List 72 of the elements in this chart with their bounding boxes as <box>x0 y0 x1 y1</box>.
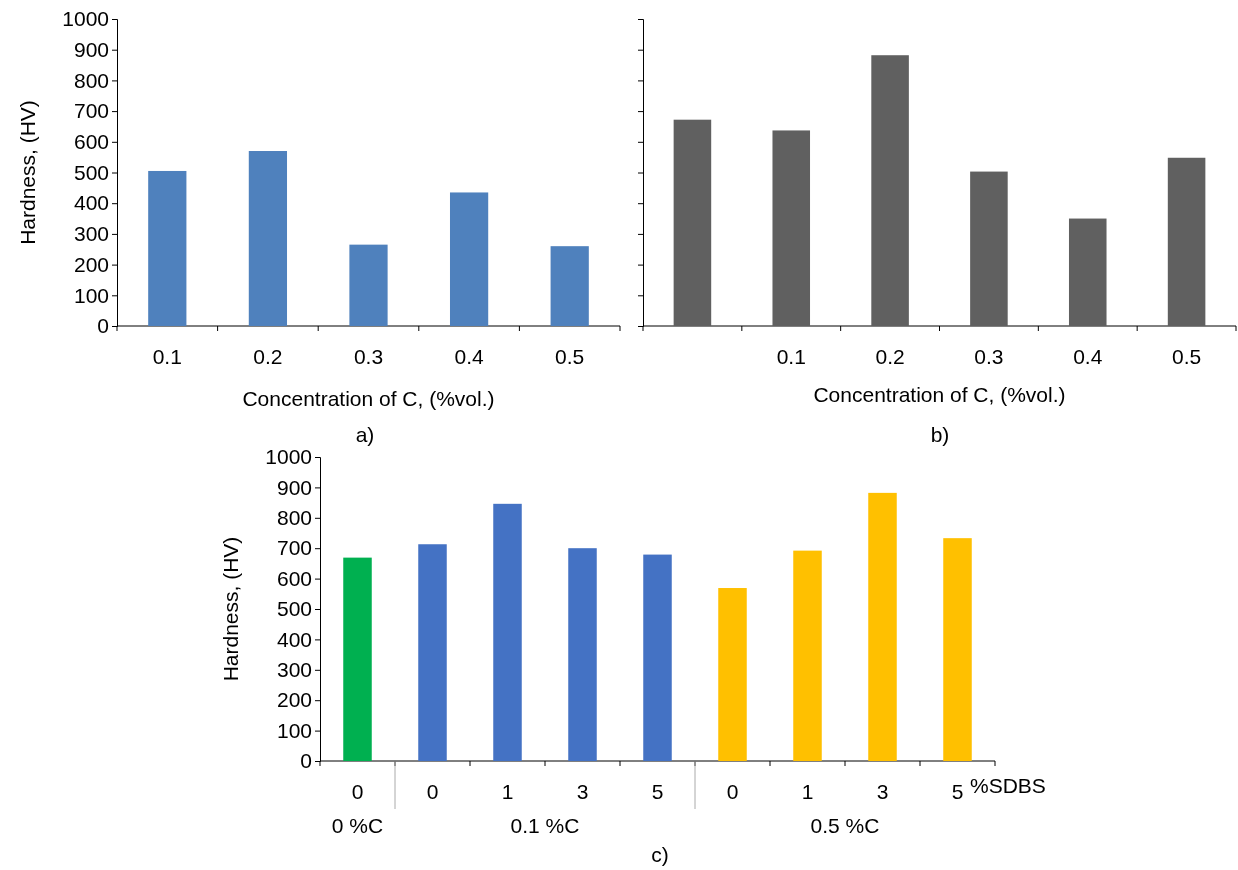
x-tick-label: 0.4 <box>1073 345 1103 368</box>
bar <box>673 119 712 326</box>
y-tick-label: 1000 <box>265 445 312 469</box>
x-tick-label: 0.3 <box>974 345 1004 368</box>
y-tick-label: 1000 <box>62 7 109 31</box>
bar <box>970 171 1008 326</box>
y-tick-label: 500 <box>73 160 109 184</box>
x-axis-title: %SDBS <box>970 774 1046 797</box>
y-axis-title: Hardness, (HV) <box>16 100 39 245</box>
y-tick-label: 600 <box>73 130 109 154</box>
bar <box>871 55 909 326</box>
y-tick-label: 300 <box>73 222 109 246</box>
y-tick-label: 0 <box>97 314 109 338</box>
y-tick-label: 0 <box>300 749 312 773</box>
x-tick-label: 0 <box>351 780 364 803</box>
y-tick-label: 600 <box>276 566 312 590</box>
bar <box>568 548 597 761</box>
y-tick-label: 900 <box>73 37 109 61</box>
x-tick-label: 0.2 <box>875 345 905 368</box>
bar <box>772 130 811 326</box>
bar <box>1068 218 1107 326</box>
y-axis-title: Hardness, (HV) <box>219 536 242 682</box>
bar <box>248 151 288 326</box>
bar <box>349 244 388 326</box>
x-tick-label: 0.2 <box>253 345 283 368</box>
y-tick-label: 400 <box>276 627 312 651</box>
bar <box>793 550 822 761</box>
x-tick-label: 0.1 <box>776 345 806 368</box>
x-tick-label: 0 <box>726 780 739 803</box>
y-tick-label: 800 <box>276 506 312 530</box>
x-axis-title: Concentration of C, (%vol.) <box>242 387 495 410</box>
x-tick-label: 0.3 <box>353 345 384 368</box>
y-tick-label: 100 <box>276 718 312 742</box>
text: 0.1 %C <box>510 814 580 837</box>
text: c) <box>651 843 669 866</box>
y-tick-label: 700 <box>276 536 312 560</box>
bar <box>943 538 972 761</box>
x-tick-label: 0.4 <box>454 345 485 368</box>
bar <box>868 492 897 761</box>
y-tick-label: 800 <box>73 68 109 92</box>
x-tick-label: 1 <box>801 780 814 803</box>
text: b) <box>930 423 950 446</box>
x-tick-label: 3 <box>576 780 589 803</box>
bar <box>718 588 747 761</box>
bar <box>449 192 489 326</box>
y-tick-label: 500 <box>276 597 312 621</box>
y-tick-label: 200 <box>73 252 109 276</box>
bar <box>148 170 187 326</box>
y-tick-label: 700 <box>73 99 109 123</box>
text: 0.5 %C <box>810 814 880 837</box>
bar <box>418 544 447 761</box>
x-tick-label: 3 <box>876 780 889 803</box>
x-tick-label: 0.1 <box>152 345 182 368</box>
x-tick-label: 0.5 <box>555 345 585 368</box>
bar <box>493 503 522 761</box>
bar <box>643 554 672 761</box>
text: 0 %C <box>331 814 384 837</box>
x-tick-label: 1 <box>501 780 514 803</box>
bar <box>1167 157 1206 326</box>
y-tick-label: 400 <box>73 191 109 215</box>
text: a) <box>355 423 375 446</box>
bar <box>343 557 372 761</box>
y-tick-label: 900 <box>276 475 312 499</box>
x-tick-label: 5 <box>651 780 664 803</box>
y-tick-label: 200 <box>276 688 312 712</box>
y-tick-label: 300 <box>276 658 312 682</box>
x-tick-label: 5 <box>951 780 964 803</box>
x-tick-label: 0.5 <box>1171 345 1202 368</box>
bar <box>550 246 589 326</box>
x-axis-title: Concentration of C, (%vol.) <box>813 383 1066 406</box>
x-tick-label: 0 <box>426 780 439 803</box>
y-tick-label: 100 <box>73 283 109 307</box>
